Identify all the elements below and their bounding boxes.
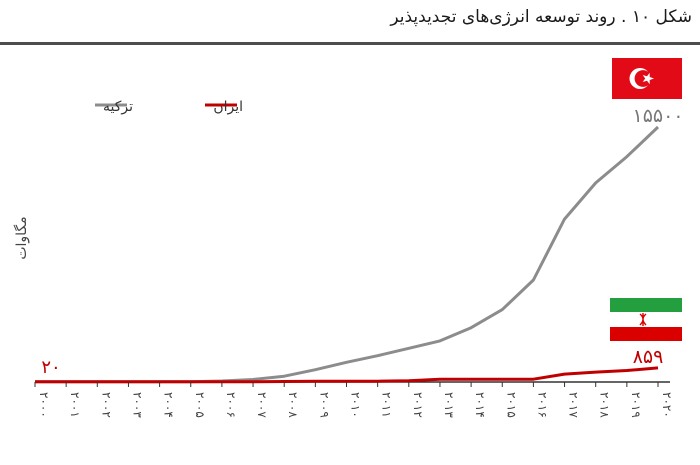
series-line-turkey — [35, 125, 660, 384]
legend: ترکیه ایران — [95, 99, 243, 115]
x-tick-label: ۲۰۱۴ — [473, 392, 487, 418]
x-tick-label: ۲۰۱۷ — [567, 392, 581, 418]
x-tick-label: ۲۰۲۰ — [660, 392, 674, 418]
x-tick-label: ۲۰۰۸ — [286, 392, 300, 418]
x-tick-label: ۲۰۰۷ — [255, 392, 269, 418]
x-tick-label: ۲۰۱۵ — [504, 392, 518, 418]
x-tick-label: ۲۰۱۱ — [380, 392, 394, 418]
series-line-iran — [35, 366, 659, 384]
x-tick-label: ۲۰۰۲ — [99, 392, 113, 418]
x-tick-label: ۲۰۰۵ — [193, 392, 207, 418]
figure-title: شکل ۱۰ . روند توسعه انرژی‌های تجدیدپذیر — [390, 7, 692, 27]
x-tick-label: ۲۰۱۰ — [349, 392, 363, 418]
x-tick-label: ۲۰۱۹ — [629, 392, 643, 418]
x-tick-label: ۲۰۱۸ — [598, 392, 612, 418]
title-divider — [0, 42, 700, 45]
x-tick-label: ۲۰۰۰ — [37, 392, 51, 418]
x-tick-label: ۲۰۱۲ — [411, 392, 425, 418]
turkey-end-value-label: ۱۵۵۰۰ — [632, 105, 683, 127]
iran-start-value-label: ۲۰ — [41, 357, 60, 378]
iran-end-value-label: ۸۵۹ — [633, 346, 664, 368]
x-tick-label: ۲۰۰۴ — [162, 392, 176, 418]
x-tick-label: ۲۰۰۱ — [68, 392, 82, 418]
legend-label-iran: ایران — [213, 99, 243, 115]
x-tick-label: ۲۰۱۶ — [535, 392, 549, 418]
y-axis-label: مگاوات — [13, 216, 30, 259]
legend-label-turkey: ترکیه — [103, 99, 133, 115]
x-tick-label: ۲۰۱۳ — [442, 392, 456, 418]
x-tick-label: ۲۰۰۳ — [130, 392, 144, 418]
x-tick-label: ۲۰۰۶ — [224, 392, 238, 418]
x-tick-label: ۲۰۰۹ — [317, 392, 331, 418]
turkey-flag-icon — [612, 58, 682, 99]
iran-flag-icon — [610, 298, 682, 341]
